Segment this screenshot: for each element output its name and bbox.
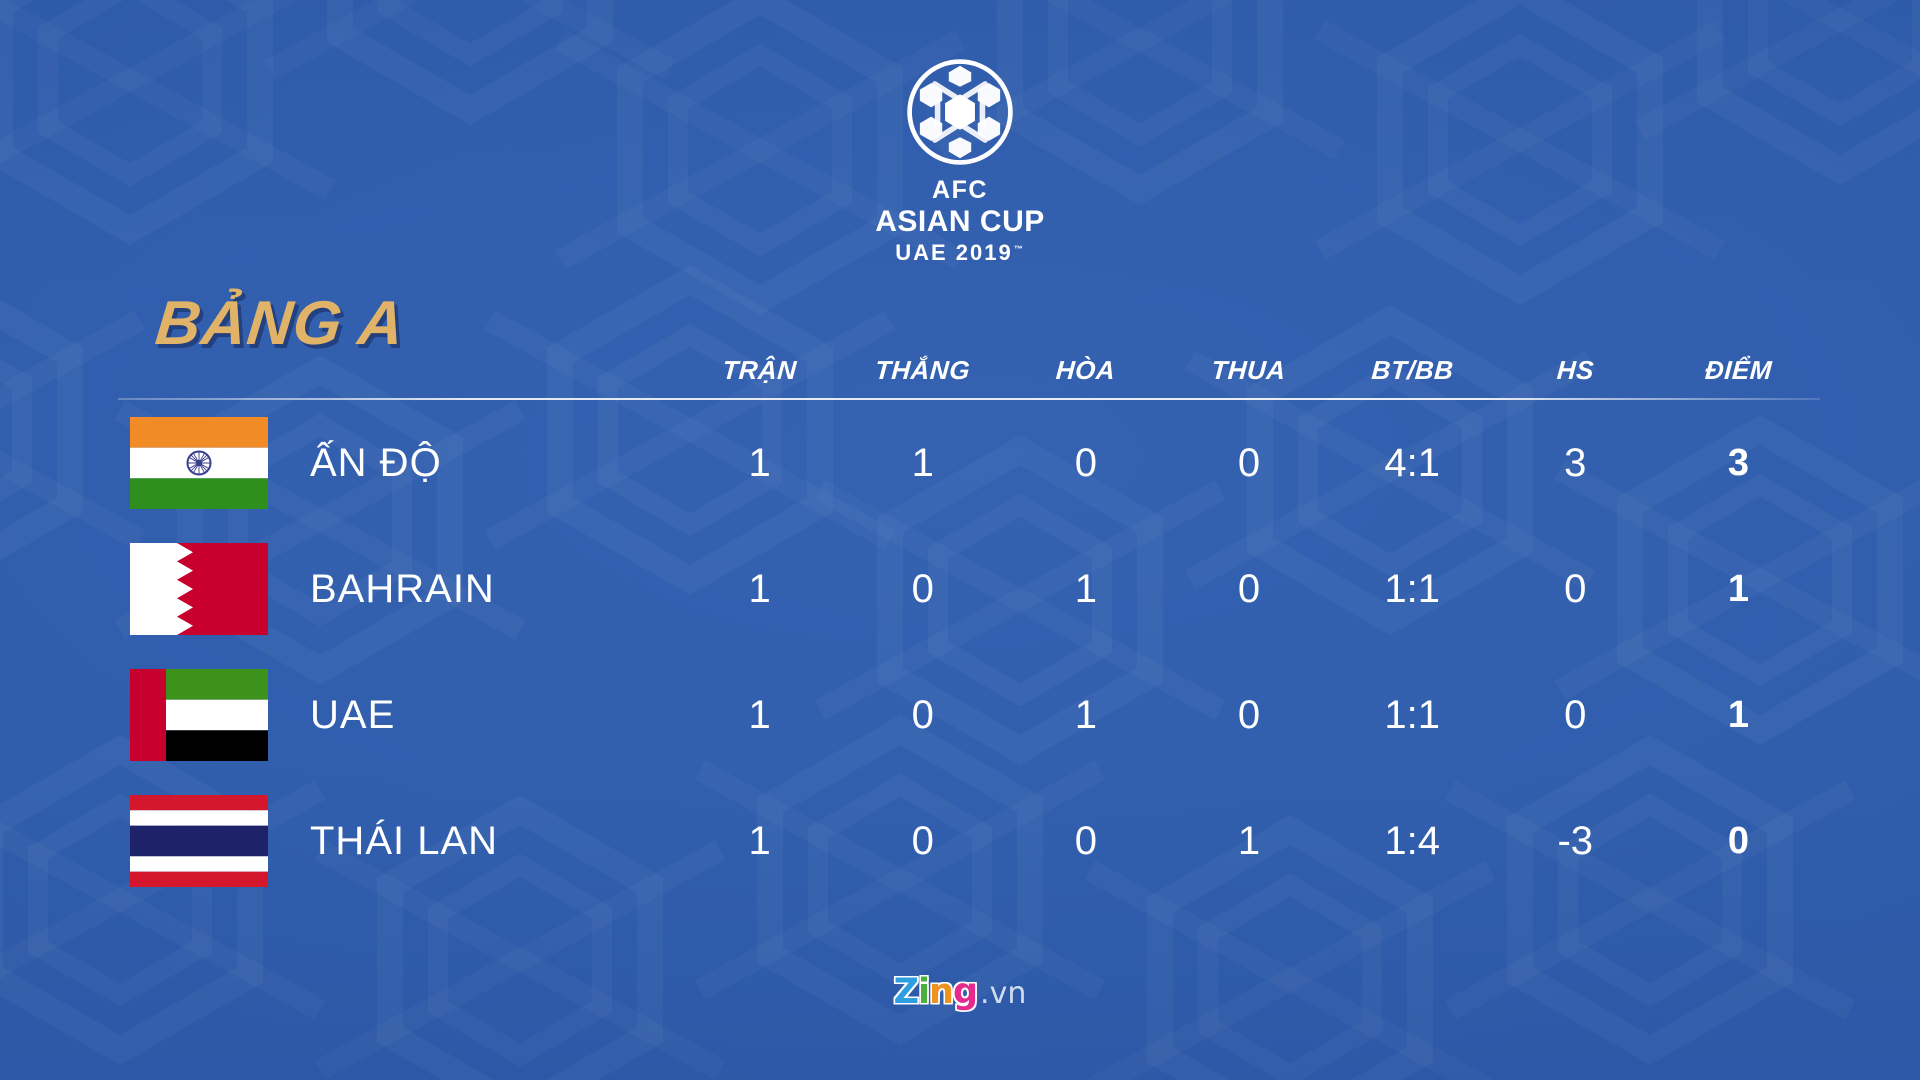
cell-won: 0 [911, 566, 934, 611]
table-row: UAE 1 0 1 0 1:1 0 1 [118, 652, 1820, 778]
header-cell-won: THẮNG [874, 355, 972, 385]
cell-drawn: 0 [1074, 440, 1097, 485]
cell-lost: 1 [1237, 818, 1261, 863]
header-cell-gd: HS [1555, 355, 1595, 385]
table-row: THÁI LAN 1 0 0 1 1:4 -3 0 [118, 778, 1820, 904]
cell-played: 1 [748, 440, 771, 485]
zing-wordmark: Zing [893, 972, 978, 1012]
cell-goals: 4:1 [1384, 440, 1440, 485]
cell-goals: 1:1 [1384, 692, 1440, 737]
cell-played: 1 [748, 818, 771, 863]
header-cell-drawn: HÒA [1055, 355, 1117, 385]
zing-vn-logo: Zing .vn [0, 972, 1920, 1012]
table-header-row: TRẬN THẮNG HÒA THUA BT/BB HS ĐIỂM [118, 330, 1820, 386]
cell-won: 0 [911, 818, 934, 863]
zing-tld: .vn [980, 976, 1027, 1011]
zing-letter-i: i [918, 972, 930, 1012]
zing-letter-n: n [929, 972, 954, 1012]
header-cell-points: ĐIỂM [1703, 355, 1773, 385]
table-row: BAHRAIN 1 0 1 0 1:1 0 1 [118, 526, 1820, 652]
cell-gd: 0 [1564, 692, 1587, 737]
team-cell: BAHRAIN [118, 543, 678, 635]
cell-gd: 0 [1564, 566, 1587, 611]
team-name: THÁI LAN [310, 818, 499, 863]
trademark-symbol: ™ [1013, 243, 1025, 254]
cell-gd: -3 [1557, 818, 1594, 863]
cell-lost: 0 [1237, 440, 1261, 485]
flag-thailand-icon [130, 795, 268, 887]
header-cell-goals: BT/BB [1370, 355, 1455, 385]
flag-india-icon [130, 417, 268, 509]
afc-wordmark: AFC ASIAN CUP UAE 2019™ [875, 178, 1045, 264]
cell-gd: 3 [1564, 440, 1587, 485]
header-cell-lost: THUA [1210, 355, 1288, 385]
cell-drawn: 0 [1074, 818, 1097, 863]
cell-played: 1 [748, 566, 771, 611]
team-name: BAHRAIN [310, 566, 495, 611]
afc-text-line3-text: UAE 2019 [895, 240, 1013, 265]
standings-table: TRẬN THẮNG HÒA THUA BT/BB HS ĐIỂM [118, 330, 1820, 904]
zing-letter-g: g [952, 972, 978, 1012]
table-row: ẤN ĐỘ 1 1 0 0 4:1 3 3 [118, 400, 1820, 526]
afc-asian-cup-logo: AFC ASIAN CUP UAE 2019™ [0, 56, 1920, 264]
soccer-ball-icon [907, 59, 1013, 165]
cell-points: 1 [1727, 693, 1749, 736]
header-cell-played: TRẬN [721, 355, 798, 385]
team-cell: THÁI LAN [118, 795, 678, 887]
cell-won: 0 [911, 692, 934, 737]
cell-played: 1 [748, 692, 771, 737]
cell-lost: 0 [1237, 566, 1261, 611]
team-cell: UAE [118, 669, 678, 761]
cell-points: 3 [1727, 441, 1749, 484]
afc-text-line2: ASIAN CUP [875, 205, 1045, 238]
zing-letter-z: Z [893, 972, 919, 1012]
cell-goals: 1:4 [1384, 818, 1440, 863]
flag-bahrain-icon [130, 543, 268, 635]
cell-drawn: 1 [1074, 692, 1097, 737]
team-name: UAE [310, 692, 396, 737]
cell-drawn: 1 [1074, 566, 1097, 611]
afc-text-line3: UAE 2019™ [895, 242, 1025, 264]
flag-uae-icon [130, 669, 268, 761]
team-name: ẤN ĐỘ [310, 440, 442, 485]
cell-won: 1 [911, 440, 934, 485]
team-cell: ẤN ĐỘ [118, 417, 678, 509]
cell-goals: 1:1 [1384, 566, 1440, 611]
cell-points: 0 [1727, 819, 1749, 862]
cell-lost: 0 [1237, 692, 1261, 737]
afc-text-line1: AFC [932, 176, 988, 204]
cell-points: 1 [1727, 567, 1749, 610]
